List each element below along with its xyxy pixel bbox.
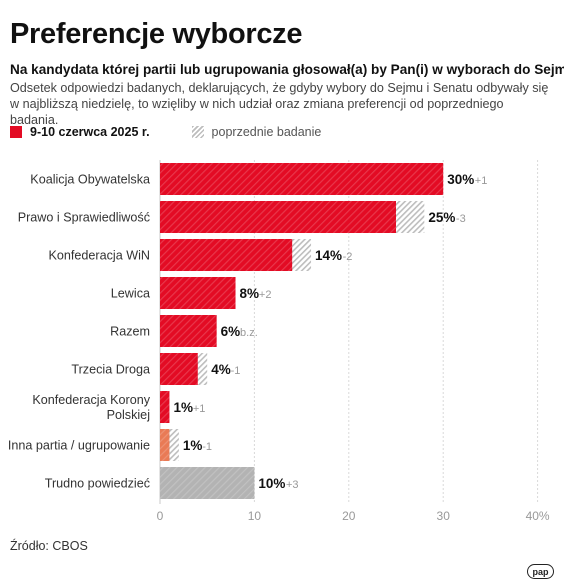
category-label: Prawo i Sprawiedliwość [18,211,150,225]
value-label: 30% [447,172,474,187]
legend-label-previous: poprzednie badanie [211,125,322,139]
change-label: +1 [475,175,488,187]
x-tick-label: 40% [526,509,550,523]
category-label: Lewica [111,287,150,301]
legend-item-previous: poprzednie badanie [191,125,322,139]
value-label: 14% [315,248,342,263]
current-bar-texture [160,315,217,347]
value-label: 4% [211,362,231,377]
category-label: Trzecia Droga [71,363,150,377]
current-bar-texture [160,429,170,461]
value-label: 10% [258,476,285,491]
current-bar-texture [160,353,198,385]
category-label: Koalicja Obywatelska [30,173,150,187]
chart-title: Preferencje wyborcze [10,18,303,50]
current-bar-texture [160,201,396,233]
legend-swatch-current [10,126,22,138]
change-label: -2 [343,251,353,263]
value-label: 1% [183,438,203,453]
chart-description: Odsetek odpowiedzi badanych, deklarujący… [10,81,549,127]
current-bar-texture [160,391,170,423]
legend-label-current: 9-10 czerwca 2025 r. [30,125,150,139]
x-tick-label: 30 [437,509,451,523]
category-label: Trudno powiedzieć [45,477,150,491]
category-label: Razem [110,325,150,339]
x-tick-label: 0 [157,509,164,523]
x-tick-label: 20 [342,509,356,523]
change-label: -3 [456,213,466,225]
category-label: Inna partia / ugrupowanie [8,439,150,453]
current-bar-texture [160,163,444,195]
change-label: +2 [259,289,272,301]
x-tick-label: 10 [248,509,262,523]
svg-text:pap: pap [532,567,549,577]
legend-swatch-previous [191,126,204,138]
value-label: 1% [173,400,193,415]
value-label: 6% [221,324,241,339]
legend: 9-10 czerwca 2025 r. poprzednie badanie [10,124,321,140]
current-bar-texture [160,277,236,309]
current-bar-texture [160,239,293,271]
change-label: -1 [231,365,241,377]
category-label: Konfederacja Korony [32,393,150,407]
legend-item-current: 9-10 czerwca 2025 r. [10,125,192,139]
bar-chart: 0 10 20 30 40%Koalicja Obywatelska 30% +1Prawo… [8,160,550,523]
change-label: +1 [193,403,206,415]
category-label: Polskiej [107,408,150,422]
chart-subtitle: Na kandydata której partii lub ugrupowan… [10,62,564,77]
labels-layer: 0 10 20 30 40%Koalicja Obywatelska 30% +1Prawo… [8,172,550,523]
source-note: Źródło: CBOS [10,539,88,553]
value-label: 25% [428,210,455,225]
change-label: +3 [286,479,299,491]
value-label: 8% [240,286,260,301]
change-label: b.z. [240,327,258,339]
current-bars-layer [160,163,444,499]
pap-logo: pap [527,564,554,579]
category-label: Konfederacja WiN [49,249,151,263]
change-label: -1 [202,441,212,453]
current-bar-texture [160,467,255,499]
